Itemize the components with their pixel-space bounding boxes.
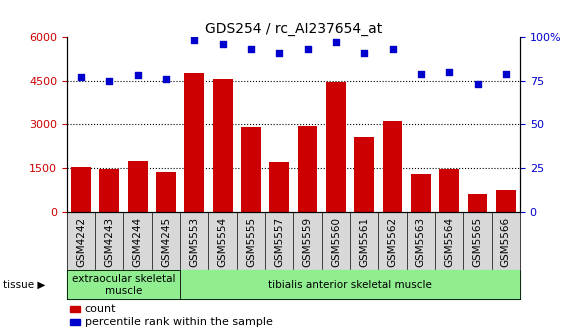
Text: percentile rank within the sample: percentile rank within the sample <box>85 317 272 327</box>
Bar <box>411 174 431 212</box>
Bar <box>383 121 403 212</box>
Title: GDS254 / rc_AI237654_at: GDS254 / rc_AI237654_at <box>205 22 382 36</box>
Point <box>416 71 425 76</box>
Bar <box>439 169 459 212</box>
Point <box>189 38 199 43</box>
Point <box>275 50 284 55</box>
Bar <box>297 126 317 212</box>
Bar <box>156 172 176 212</box>
Point <box>303 46 312 52</box>
Bar <box>213 79 232 212</box>
Text: extraocular skeletal
muscle: extraocular skeletal muscle <box>71 274 175 296</box>
Point <box>218 41 227 47</box>
Bar <box>128 161 148 212</box>
Point <box>76 75 85 80</box>
Bar <box>99 169 119 212</box>
Point <box>105 78 114 83</box>
Point <box>162 76 171 82</box>
Bar <box>326 82 346 212</box>
Point <box>133 73 142 78</box>
Point <box>360 50 369 55</box>
Bar <box>71 167 91 212</box>
Bar <box>468 194 487 212</box>
Text: tissue ▶: tissue ▶ <box>3 280 45 290</box>
Point <box>501 71 511 76</box>
Text: count: count <box>85 304 116 314</box>
Bar <box>354 137 374 212</box>
Bar <box>241 127 261 212</box>
Point <box>331 40 340 45</box>
Point <box>246 46 256 52</box>
Bar <box>270 162 289 212</box>
Point <box>473 81 482 87</box>
Text: tibialis anterior skeletal muscle: tibialis anterior skeletal muscle <box>268 280 432 290</box>
Bar <box>496 190 516 212</box>
Bar <box>184 73 204 212</box>
Point <box>444 69 454 75</box>
Point <box>388 46 397 52</box>
